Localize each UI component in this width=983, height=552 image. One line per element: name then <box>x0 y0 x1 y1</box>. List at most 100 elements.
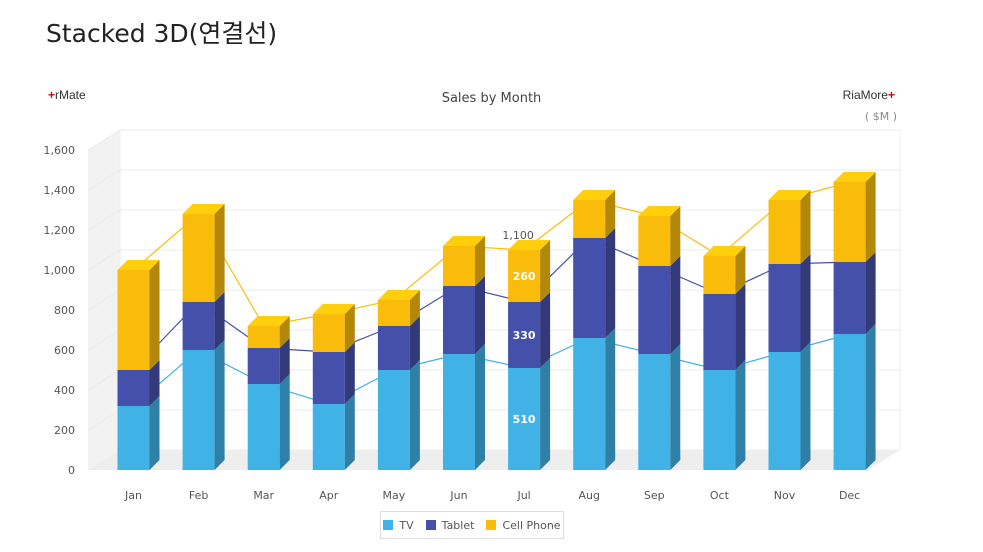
rmate-logo-text: rMate <box>55 88 86 102</box>
legend-item-tablet: Tablet <box>425 518 475 532</box>
bar-may-cell-phone-top <box>377 290 420 300</box>
bar-aug-cell-phone <box>573 200 606 238</box>
floor <box>88 450 900 470</box>
bar-nov-cell-phone-side <box>800 190 811 264</box>
legend-item-tv: TV <box>383 518 414 532</box>
bar-sep-tablet-side <box>670 256 681 354</box>
unit-label: ( $M ) <box>864 110 897 123</box>
x-tick-label: Feb <box>189 489 208 502</box>
gridline-side <box>87 209 121 231</box>
legend-label: Cell Phone <box>502 518 561 532</box>
y-tick-label: 200 <box>54 424 75 437</box>
bar-sep-cell-phone-side <box>670 206 681 266</box>
chart-title: Sales by Month <box>441 91 542 106</box>
bar-nov-cell-phone <box>768 200 801 264</box>
bar-jan-cell-phone <box>117 270 150 370</box>
x-tick-label: Aug <box>578 489 599 502</box>
x-tick-label: May <box>383 489 406 502</box>
bar-oct-cell-phone <box>703 256 736 294</box>
bar-jul-tv-side <box>540 358 551 470</box>
bar-nov-tv-side <box>800 342 811 470</box>
bar-sep-tablet <box>638 266 671 354</box>
gridline-side <box>87 129 121 151</box>
bar-apr-tablet-side <box>344 342 355 404</box>
x-tick-label: Jan <box>124 489 142 502</box>
gridline-side <box>87 409 121 431</box>
bar-oct-cell-phone-side <box>735 246 746 294</box>
legend-label: Tablet <box>441 518 475 532</box>
bar-nov-tablet-side <box>800 254 811 352</box>
data-label: 510 <box>513 413 536 426</box>
bar-may-tv-side <box>409 360 420 470</box>
bar-feb-cell-phone <box>182 214 215 302</box>
bar-mar-tablet-side <box>279 338 290 384</box>
bar-may-tablet <box>377 326 410 370</box>
bar-apr-tablet <box>312 352 345 404</box>
x-tick-label: Jul <box>516 489 530 502</box>
bar-apr-cell-phone <box>312 314 345 352</box>
bar-mar-tv <box>247 384 280 470</box>
x-tick-label: Sep <box>644 489 665 502</box>
riamore-logo: RiaMore+ <box>843 88 895 102</box>
bar-jul-cell-phone <box>508 250 541 302</box>
bar-jan-tv <box>117 406 150 470</box>
plus-icon: + <box>48 88 56 102</box>
legend-item-cell-phone: Cell Phone <box>486 518 561 532</box>
riamore-logo-text: RiaMore <box>842 88 888 102</box>
bar-feb-cell-phone-side <box>214 204 225 302</box>
legend: TV Tablet Cell Phone <box>380 511 564 539</box>
x-tick-label: Mar <box>253 489 274 502</box>
bar-aug-tv <box>573 338 606 470</box>
bar-jan-tablet <box>117 370 150 406</box>
bar-may-cell-phone <box>377 300 410 326</box>
bar-jun-tablet-side <box>475 276 485 354</box>
plus-icon: + <box>887 88 895 102</box>
bar-jun-cell-phone <box>443 246 475 286</box>
gridline-side <box>87 249 121 271</box>
bar-oct-cell-phone-top <box>703 246 746 256</box>
data-label: 260 <box>513 270 536 283</box>
legend-label: TV <box>399 518 414 532</box>
x-tick-label: Nov <box>774 489 796 502</box>
bar-feb-tablet-side <box>214 292 225 350</box>
bar-jan-cell-phone-top <box>117 260 160 270</box>
bar-dec-cell-phone-top <box>833 172 876 182</box>
gridline-side <box>87 329 121 351</box>
bar-aug-cell-phone-top <box>573 190 616 200</box>
bar-jul-tablet-side <box>540 292 551 368</box>
bar-nov-tv <box>768 352 801 470</box>
bar-mar-tv-side <box>279 374 290 470</box>
legend-swatch <box>383 520 394 530</box>
y-tick-label: 600 <box>54 344 75 357</box>
bar-aug-tv-side <box>605 328 616 470</box>
bar-sep-cell-phone <box>638 216 671 266</box>
bar-may-tv <box>377 370 410 470</box>
bar-oct-tablet <box>703 294 736 370</box>
bar-jan-tablet-side <box>149 360 160 406</box>
y-tick-label: 0 <box>68 464 75 477</box>
bar-jun-tv <box>443 354 475 470</box>
bar-feb-tv-side <box>214 340 225 470</box>
bar-jun-cell-phone-top <box>443 236 485 246</box>
bar-oct-tv <box>703 370 736 470</box>
bar-feb-tv <box>182 350 215 470</box>
gridline-side <box>87 169 121 191</box>
y-tick-label: 1,400 <box>44 184 76 197</box>
bar-dec-tablet-side <box>865 252 876 334</box>
bar-oct-tv-side <box>735 360 746 470</box>
x-tick-label: Dec <box>839 489 860 502</box>
bar-dec-tablet <box>833 262 866 334</box>
bar-jul-tv <box>508 368 541 470</box>
bar-dec-tv-side <box>865 324 876 470</box>
legend-swatch <box>486 520 497 530</box>
bar-apr-tv <box>312 404 345 470</box>
y-tick-label: 400 <box>54 384 75 397</box>
rmate-logo: +rMate <box>48 88 86 102</box>
bar-nov-tablet <box>768 264 801 352</box>
x-tick-label: Jun <box>449 489 467 502</box>
bar-sep-cell-phone-top <box>638 206 681 216</box>
bar-aug-cell-phone-side <box>605 190 616 238</box>
bar-jan-tv-side <box>149 396 160 470</box>
bar-jan-cell-phone-side <box>149 260 160 370</box>
